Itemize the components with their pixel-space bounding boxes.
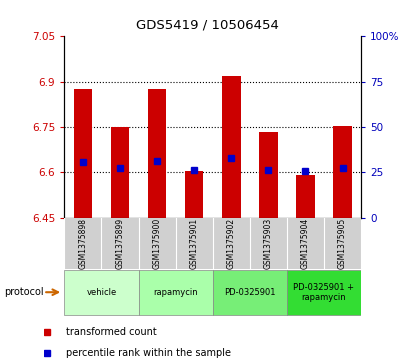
Bar (148, 89, 166, 218)
Text: protocol: protocol (4, 287, 44, 297)
Text: GDS5419 / 10506454: GDS5419 / 10506454 (136, 18, 279, 31)
Text: GSM1375898: GSM1375898 (78, 218, 88, 269)
Bar (111, 127, 129, 218)
Text: GSM1375903: GSM1375903 (264, 217, 273, 269)
Text: transformed count: transformed count (66, 327, 157, 337)
Text: GSM1375905: GSM1375905 (338, 217, 347, 269)
Bar (296, 175, 315, 218)
FancyBboxPatch shape (64, 270, 139, 315)
Text: PD-0325901 +
rapamycin: PD-0325901 + rapamycin (293, 282, 354, 302)
Text: rapamycin: rapamycin (153, 288, 198, 297)
Bar (185, 171, 203, 218)
Text: PD-0325901: PD-0325901 (224, 288, 276, 297)
FancyBboxPatch shape (213, 270, 287, 315)
Text: percentile rank within the sample: percentile rank within the sample (66, 348, 231, 358)
Text: GSM1375901: GSM1375901 (190, 218, 199, 269)
FancyBboxPatch shape (139, 270, 213, 315)
Text: GSM1375899: GSM1375899 (115, 218, 124, 269)
Text: GSM1375904: GSM1375904 (301, 217, 310, 269)
Bar (73, 89, 92, 218)
Text: GSM1375902: GSM1375902 (227, 218, 236, 269)
Text: vehicle: vehicle (86, 288, 117, 297)
Bar (222, 76, 241, 218)
Text: GSM1375900: GSM1375900 (153, 217, 161, 269)
Bar (333, 126, 352, 218)
Bar (259, 132, 278, 218)
FancyBboxPatch shape (287, 270, 361, 315)
